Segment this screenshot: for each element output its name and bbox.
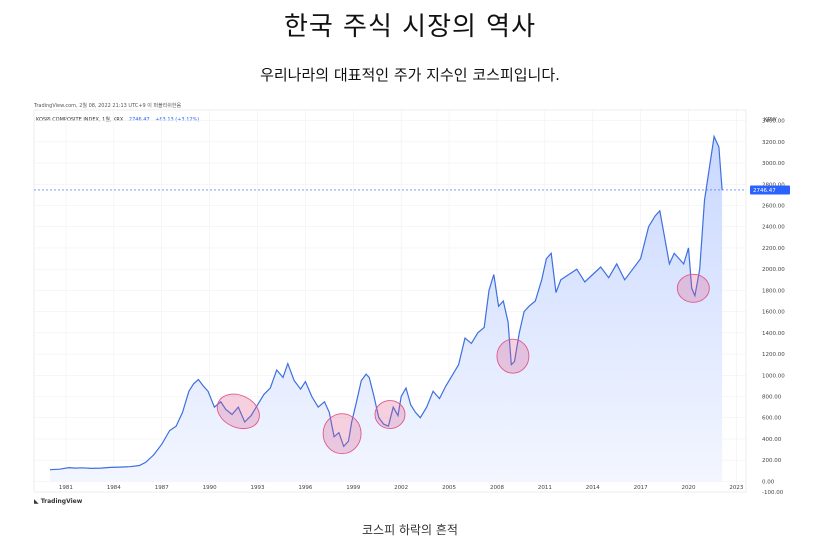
y-tick-label: 1000.00: [762, 373, 785, 379]
page-subtitle: 우리나라의 대표적인 주가 지수인 코스피입니다.: [260, 66, 560, 84]
y-tick-label: 3200.00: [762, 140, 785, 146]
y-tick-label: 2200.00: [762, 246, 785, 252]
y-tick-label: 1800.00: [762, 288, 785, 294]
x-tick-label: 2005: [442, 485, 456, 491]
decline-highlight-circle: [216, 393, 260, 430]
x-tick-label: 1984: [107, 485, 121, 491]
decline-highlight-circle: [496, 338, 530, 374]
x-tick-label: 2008: [490, 485, 504, 491]
decline-highlight-circle: [374, 400, 406, 429]
figure-caption: 코스피 하락의 흔적: [362, 523, 458, 537]
legend-change: +83.13 (+3.12%): [155, 117, 200, 123]
x-tick-label: 2023: [729, 485, 743, 491]
y-tick-label: 2400.00: [762, 225, 785, 231]
x-tick-label: 1981: [59, 485, 73, 491]
chart-attribution: TradingView.com, 2월 08, 2022 21:13 UTC+9…: [34, 103, 182, 109]
y-tick-label: 3400.00: [762, 119, 785, 125]
x-tick-label: 2011: [538, 485, 552, 491]
tradingview-logo: ◣ TradingView: [34, 498, 82, 505]
legend-value: 2746.47: [128, 117, 150, 123]
kospi-chart: -100.00 0.00 200.00 400.00 600.00 800.00 1000.…: [33, 109, 790, 496]
price-line: [49, 134, 723, 471]
y-tick-label: 1400.00: [762, 331, 785, 337]
tradingview-icon: ◣: [34, 498, 39, 505]
legend-label: KOSPI COMPOSITE INDEX, 1월, KRX: [36, 117, 124, 123]
price-area: [50, 136, 723, 482]
chart-legend: KOSPI COMPOSITE INDEX, 1월, KRX 2746.47 +…: [36, 116, 199, 123]
y-tick-label: 600.00: [762, 416, 782, 422]
currency-label: KRW: [764, 117, 777, 123]
y-tick-label: 3000.00: [762, 161, 785, 167]
y-tick-label: 0.00: [762, 479, 775, 485]
y-tick-label: 2800.00: [762, 182, 785, 188]
x-tick-label: 2014: [586, 485, 600, 491]
last-price-text: 2746.47: [753, 188, 776, 194]
y-tick-label: 2600.00: [762, 204, 785, 210]
x-tick-label: 2017: [634, 485, 648, 491]
x-tick-label: 1996: [298, 485, 312, 491]
y-tick-label: 2000.00: [762, 267, 785, 273]
y-tick-label: -100.00: [762, 490, 784, 496]
y-tick-label: 1600.00: [762, 310, 785, 316]
y-tick-label: 1200.00: [762, 352, 785, 358]
currency-text: KRW: [764, 117, 777, 123]
x-axis: 1981 1984 1987 1990 1993 1996 1999 2002 2005 2008…: [59, 485, 744, 491]
highlight-group: [216, 273, 710, 455]
last-price-tag: 2746.47: [750, 185, 790, 195]
decline-highlight-circle: [676, 273, 710, 303]
y-axis: -100.00 0.00 200.00 400.00 600.00 800.00 1000.…: [762, 119, 785, 496]
y-tick-label: 800.00: [762, 395, 782, 401]
x-tick-label: 1987: [155, 485, 169, 491]
decline-highlight-circle: [322, 413, 362, 455]
y-tick-label: 400.00: [762, 437, 782, 443]
x-tick-label: 2002: [394, 485, 408, 491]
page-title: 한국 주식 시장의 역사: [283, 12, 537, 42]
x-tick-label: 2020: [682, 485, 696, 491]
x-tick-label: 1999: [346, 485, 360, 491]
y-tick-label: 200.00: [762, 458, 782, 464]
tradingview-logo-text: TradingView: [40, 498, 83, 505]
x-tick-label: 1990: [203, 485, 217, 491]
x-tick-label: 1993: [250, 485, 264, 491]
